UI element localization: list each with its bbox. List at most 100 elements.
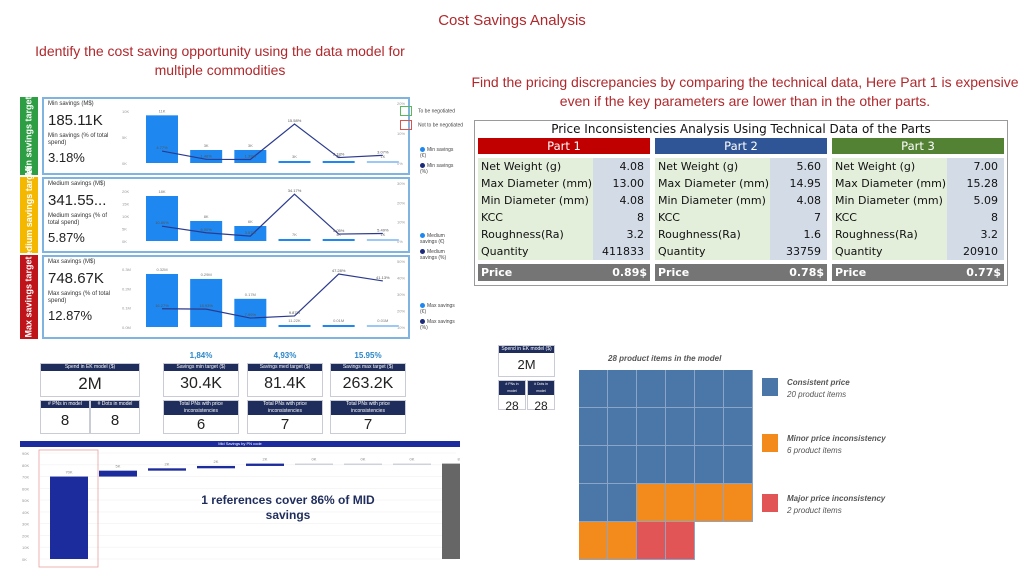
part-row-label: Roughness(Ra): [832, 226, 947, 243]
highlight-box: [38, 449, 99, 568]
part-row-value: 15.28: [947, 175, 1004, 192]
legend-label: Medium savings (€): [420, 233, 445, 245]
y2-tick-label: 10%: [397, 220, 405, 225]
mid-savings-annotation: 1 references cover 86% of MID savings: [201, 493, 375, 522]
part-row: Min Diameter (mm) 4.08: [478, 192, 650, 209]
part-row-value: 7.00: [947, 158, 1004, 175]
part-row-label: KCC: [655, 209, 770, 226]
waffle-cell: [579, 370, 608, 408]
kpi-pct-value: 12.87%: [48, 308, 93, 323]
savings-pct-line: [161, 123, 383, 161]
y-tick-label: 0K: [22, 557, 27, 562]
price-value: 0.77$: [966, 266, 1001, 279]
savings-bar-label: 18K: [158, 189, 165, 194]
waffle-dots-card: # Dots in model 28: [527, 380, 555, 413]
waffle-cell: [695, 484, 724, 522]
legend-dot-icon: [420, 249, 425, 255]
med-target-label: Savings med target ($): [248, 364, 322, 371]
waterfall-bar-label: 0K: [361, 457, 366, 462]
waffle-cell: [724, 484, 753, 522]
savings-bar: [190, 221, 223, 241]
legend-dot-icon: [420, 319, 425, 325]
part-row-label: Min Diameter (mm): [832, 192, 947, 209]
part-row-value: 4.08: [593, 158, 650, 175]
spend-card: Spend in EK model ($) 2M: [40, 363, 140, 397]
pns-card: # PNs in model 8: [40, 400, 90, 434]
savings-bar: [278, 161, 311, 163]
savings-pct-label: 41.13%: [376, 275, 390, 280]
page-title: Cost Savings Analysis: [438, 12, 586, 29]
y2-tick-label: 20%: [397, 309, 405, 314]
savings-bar-label: 3K: [204, 143, 209, 148]
savings-pct-line: [161, 273, 383, 319]
waterfall-bar-label: 70K: [65, 470, 72, 475]
waffle-cell: [608, 522, 637, 560]
part-row: KCC 8: [832, 209, 1004, 226]
part-row-value: 3.2: [947, 226, 1004, 243]
waterfall-bar-label: 81K: [457, 457, 460, 462]
price-value: 0.89$: [612, 266, 647, 279]
right-heading: Find the pricing discrepancies by compar…: [471, 74, 1019, 109]
legend-item: Min savings (%): [420, 163, 460, 175]
part-row: KCC 8: [478, 209, 650, 226]
target-block-0: Min savings target Min savings (M$) 185.11…: [20, 96, 460, 176]
waterfall-bar: [50, 476, 88, 559]
waffle-pns-value: 28: [505, 399, 519, 413]
legend-item: Medium savings (%): [420, 249, 460, 261]
min-pn-value: 6: [196, 416, 206, 433]
y-tick-label: 10K: [22, 545, 29, 550]
legend-item: Max savings (%): [420, 319, 460, 331]
savings-bar-label: 3K: [248, 143, 253, 148]
min-pn-card: Total PNs with price inconsistencies 6: [163, 400, 239, 434]
y2-tick-label: 0%: [397, 161, 403, 166]
waffle-cell: [637, 408, 666, 446]
savings-bar-label: 6K: [248, 219, 253, 224]
y-tick-label: 5K: [122, 135, 127, 140]
waffle-cell: [695, 408, 724, 446]
waffle-cell: [666, 522, 695, 560]
part-row-value: 8: [593, 209, 650, 226]
waffle-spend-card: Spend in EK model ($) 2M: [498, 345, 555, 377]
waffle-cell: [579, 446, 608, 484]
part-row: Quantity 33759: [655, 243, 827, 260]
waffle-cell: [608, 370, 637, 408]
savings-bar-label: 7K: [292, 232, 297, 237]
waffle-cell: [637, 370, 666, 408]
savings-bar-label: 8K: [204, 214, 209, 219]
legend-item: Medium savings (€): [420, 233, 460, 245]
waffle-cell: [608, 408, 637, 446]
part-row: Roughness(Ra) 3.2: [832, 226, 1004, 243]
target-side-label-text: Min savings target: [24, 96, 34, 176]
min-target-label: Savings min target ($): [164, 364, 238, 371]
y-tick-label: 40K: [22, 510, 29, 515]
savings-bar: [190, 278, 223, 327]
kpi-pct-label: Max savings (% of total spend): [48, 291, 111, 304]
target-chart-frame: Max savings (M$) 748.67K Max savings (% of…: [42, 255, 410, 339]
y-tick-label: 30K: [22, 522, 29, 527]
y-tick-label: 20K: [122, 189, 129, 194]
part-header: Part 2: [655, 138, 827, 154]
y-tick-label: 5K: [122, 227, 127, 232]
y-tick-label: 0.0M: [122, 325, 131, 330]
waffle-cell: [637, 522, 666, 560]
med-pn-card: Total PNs with price inconsistencies 7: [247, 400, 323, 434]
min-target-card: Savings min target ($) 30.4K: [163, 363, 239, 397]
part-row: Max Diameter (mm) 14.95: [655, 175, 827, 192]
y2-tick-label: 50%: [397, 259, 405, 264]
waterfall-bar: [99, 470, 137, 477]
part-row-label: Net Weight (g): [655, 158, 770, 175]
target-side-label: Max savings target: [20, 255, 38, 339]
y-tick-label: 0.3M: [122, 267, 131, 272]
savings-pct-label: 3.57%: [245, 230, 257, 235]
part-row: Net Weight (g) 7.00: [832, 158, 1004, 175]
waffle-cell: [637, 446, 666, 484]
part-row: Quantity 411833: [478, 243, 650, 260]
legend-swatch-icon: [762, 434, 778, 452]
part-row-value: 5.09: [947, 192, 1004, 209]
mid-savings-chart: Mid Savings by PN code 90K 80K 70K 60K 50K 40…: [20, 441, 460, 571]
savings-bar-label: 0.01M: [377, 318, 388, 323]
part-row: KCC 7: [655, 209, 827, 226]
price-row: Price 0.77$: [832, 264, 1004, 281]
waterfall-bar: [295, 463, 333, 465]
